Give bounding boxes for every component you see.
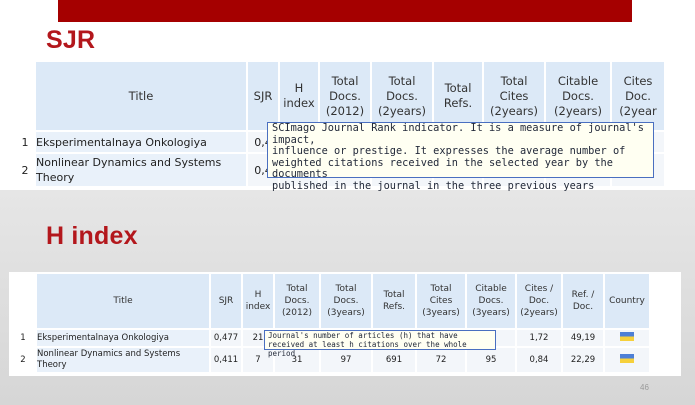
ukraine-flag-icon (620, 354, 634, 363)
col-sjr[interactable]: SJR (246, 60, 280, 132)
table-row: 2 Nonlinear Dynamics and Systems Theory … (9, 346, 651, 374)
col-total-cites[interactable]: Total Cites (3years) (415, 272, 467, 330)
sjr-value: 0,477 (209, 328, 243, 348)
heading-h-index: H index (46, 222, 138, 250)
ref-per-doc-value: 49,19 (561, 328, 605, 348)
col-ref-per-doc[interactable]: Ref. / Doc. (561, 272, 605, 330)
col-citable-docs[interactable]: Citable Docs. (2years) (544, 60, 612, 132)
journal-title-link[interactable]: Eksperimentalnaya Onkologiya (35, 328, 211, 348)
journal-title-link[interactable]: Eksperimentalnaya Onkologiya (34, 130, 248, 154)
ukraine-flag-icon (620, 332, 634, 341)
col-title[interactable]: Title (35, 272, 211, 330)
total-refs-value: 691 (371, 346, 417, 374)
journal-title-link[interactable]: Nonlinear Dynamics and Systems Theory (34, 152, 248, 188)
col-country[interactable]: Country (603, 272, 651, 330)
row-rank: 2 (14, 152, 36, 188)
ref-per-doc-value: 22,29 (561, 346, 605, 374)
sjr-tooltip: SCImago Journal Rank indicator. It is a … (267, 122, 654, 191)
cites-per-doc-value: 1,72 (515, 328, 563, 348)
col-total-refs[interactable]: Total Refs. (432, 60, 484, 132)
col-cites-per-doc[interactable]: Cites / Doc. (2years) (515, 272, 563, 330)
col-total-cites[interactable]: Total Cites (2years) (482, 60, 546, 132)
col-total-docs-2012[interactable]: Total Docs. (2012) (273, 272, 321, 330)
title-accent-bar (58, 0, 632, 22)
col-sjr[interactable]: SJR (209, 272, 243, 330)
col-rank (14, 60, 36, 132)
h-index-value: 7 (241, 346, 275, 374)
col-total-docs-3years[interactable]: Total Docs. (3years) (319, 272, 373, 330)
col-total-refs[interactable]: Total Refs. (371, 272, 417, 330)
total-cites-value: 72 (415, 346, 467, 374)
row-rank: 2 (9, 346, 37, 374)
col-total-docs-2years[interactable]: Total Docs. (2years) (370, 60, 434, 132)
journal-title-link[interactable]: Nonlinear Dynamics and Systems Theory (35, 346, 211, 374)
col-total-docs-2012[interactable]: Total Docs. (2012) (318, 60, 372, 132)
cites-per-doc-value: 0,84 (515, 346, 563, 374)
row-rank: 1 (9, 328, 37, 348)
citable-docs-value: 95 (465, 346, 517, 374)
col-rank (9, 272, 37, 330)
col-citable-docs[interactable]: Citable Docs. (3years) (465, 272, 517, 330)
heading-sjr: SJR (46, 26, 96, 54)
page-number: 46 (640, 383, 649, 392)
total-docs-3years-value: 97 (319, 346, 373, 374)
col-cites-per-doc[interactable]: Cites Doc. (2year (610, 60, 666, 132)
row-rank: 1 (14, 130, 36, 154)
col-title[interactable]: Title (34, 60, 248, 132)
h-index-tooltip: Journal's number of articles (h) that ha… (264, 330, 496, 358)
sjr-value: 0,411 (209, 346, 243, 374)
